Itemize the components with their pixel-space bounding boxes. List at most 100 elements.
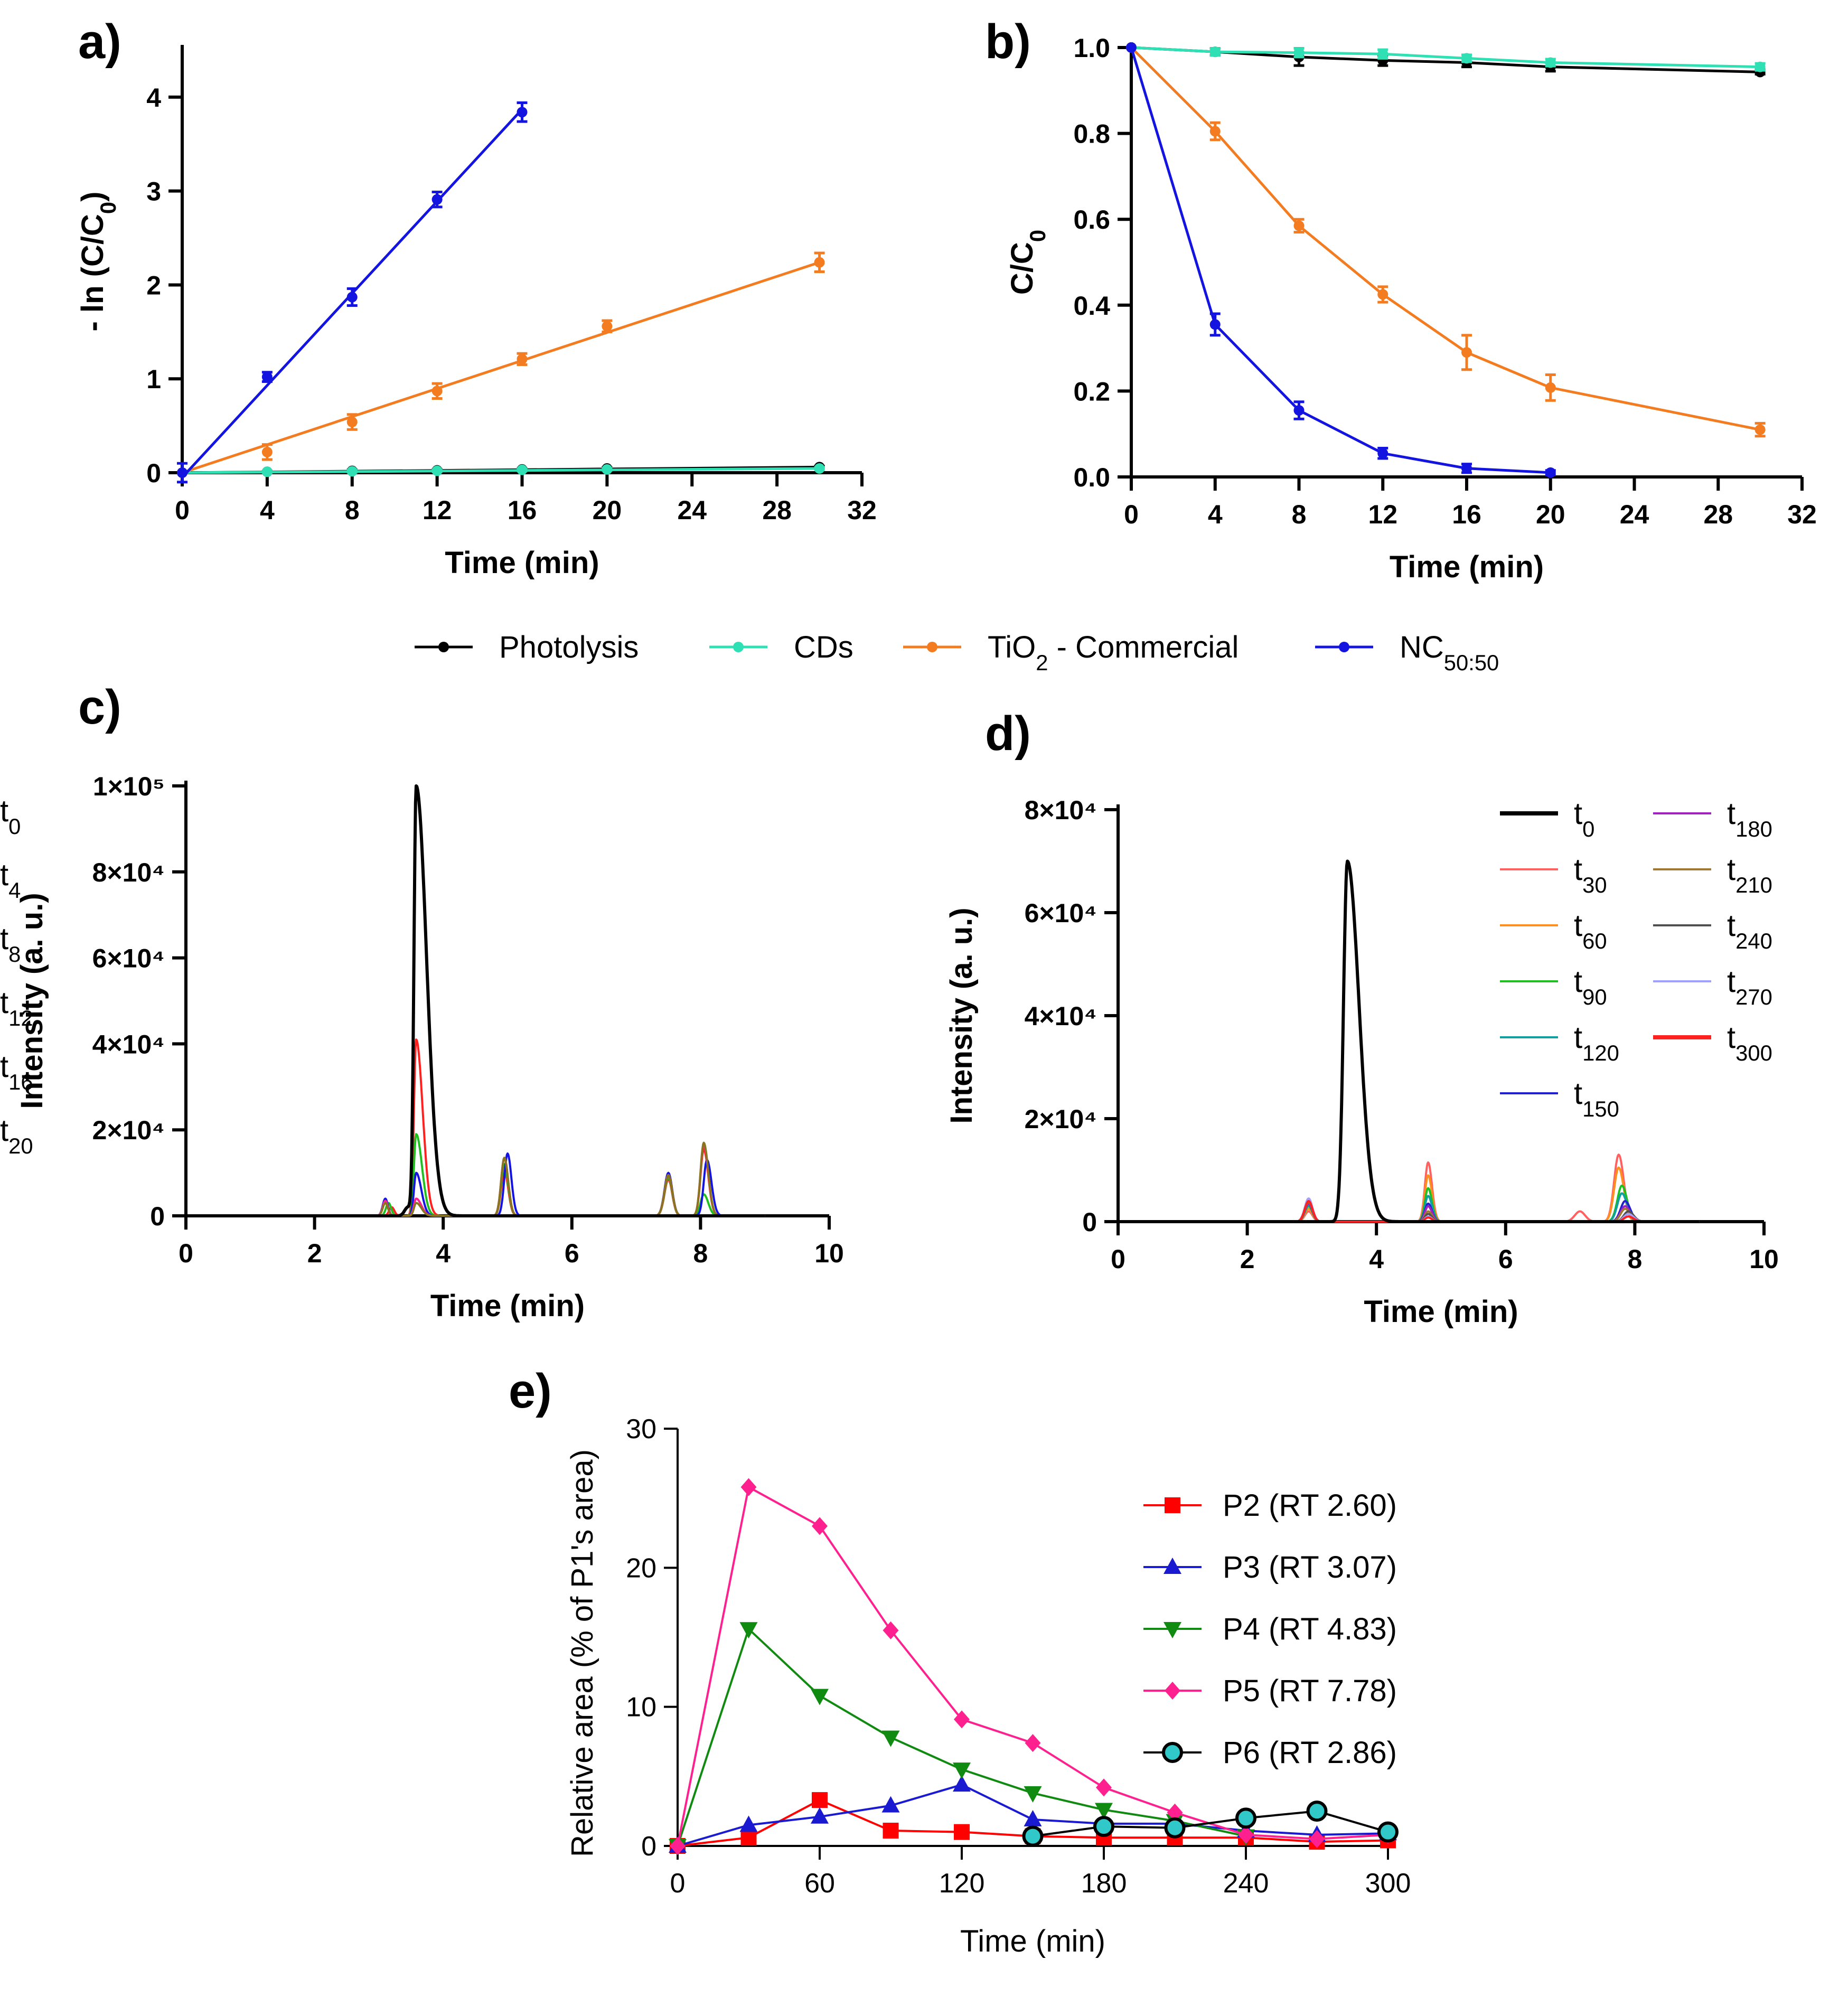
marker-triangle-down bbox=[1164, 1622, 1181, 1638]
legend-label: NC50:50 bbox=[1400, 630, 1499, 675]
data-point bbox=[431, 194, 443, 205]
y-tick-label: 2 bbox=[146, 270, 161, 300]
legend-label: t8 bbox=[0, 922, 21, 967]
subscript: 4 bbox=[8, 878, 21, 903]
subscript: 16 bbox=[8, 1070, 33, 1094]
marker-diamond bbox=[1167, 1803, 1183, 1822]
legend-label: t0 bbox=[1574, 796, 1594, 841]
text-span: t bbox=[1727, 964, 1735, 999]
x-axis-label: Time (min) bbox=[960, 1924, 1105, 1958]
text-span: ) bbox=[76, 192, 110, 202]
data-point bbox=[431, 386, 443, 397]
x-tick-label: 0 bbox=[179, 1239, 193, 1268]
legend-label: t180 bbox=[1727, 796, 1772, 841]
marker-triangle-up bbox=[881, 1796, 900, 1813]
legend-item-tio: TiO2 - Commercial bbox=[903, 630, 1238, 675]
subscript: 8 bbox=[8, 942, 21, 967]
series-photolysis bbox=[1126, 42, 1766, 78]
y-tick-label: 0 bbox=[641, 1831, 656, 1862]
data-point bbox=[346, 417, 358, 427]
marker-triangle-down bbox=[881, 1730, 900, 1747]
marker-triangle-down bbox=[1095, 1803, 1113, 1820]
y-tick-label: 6×10⁴ bbox=[1025, 898, 1097, 928]
text-span: C/C bbox=[1005, 242, 1039, 295]
data-point bbox=[1293, 47, 1305, 58]
trace-t4 bbox=[185, 1038, 765, 1217]
data-point bbox=[1461, 53, 1472, 64]
x-tick-label: 12 bbox=[1368, 500, 1397, 529]
trace-t12 bbox=[185, 1152, 765, 1217]
data-point bbox=[1461, 347, 1472, 358]
text-span: t bbox=[0, 986, 8, 1020]
marker-triangle-up bbox=[1164, 1558, 1181, 1574]
marker-circle bbox=[1164, 1817, 1186, 1839]
x-axis-label: Time (min) bbox=[445, 546, 599, 580]
trace-t20 bbox=[185, 1141, 765, 1217]
text-span: t bbox=[0, 922, 8, 956]
legend-item-p3: P3 (RT 3.07) bbox=[1143, 1550, 1397, 1584]
data-point bbox=[1461, 463, 1472, 474]
legend-label: Photolysis bbox=[499, 630, 639, 664]
subscript: 0 bbox=[1025, 230, 1050, 242]
legend-marker bbox=[927, 642, 937, 652]
legend-label: t210 bbox=[1727, 852, 1772, 897]
legend-item-cds: CDs bbox=[709, 630, 853, 664]
y-tick-label: 0.0 bbox=[1073, 463, 1110, 492]
legend-label: P3 (RT 3.07) bbox=[1223, 1550, 1397, 1584]
legend-item-t16: t16 bbox=[0, 1049, 33, 1094]
data-point bbox=[1754, 61, 1766, 72]
legend-label: P4 (RT 4.83) bbox=[1223, 1612, 1397, 1646]
y-tick-label: 0.2 bbox=[1073, 377, 1110, 406]
legend-item-t240: t240 bbox=[1653, 908, 1772, 953]
data-point bbox=[1545, 467, 1556, 478]
subscript: 180 bbox=[1735, 817, 1772, 841]
legend-label: P5 (RT 7.78) bbox=[1223, 1674, 1397, 1708]
x-tick-label: 0 bbox=[1124, 500, 1139, 529]
marker-diamond bbox=[954, 1710, 970, 1729]
x-tick-label: 16 bbox=[1452, 500, 1481, 529]
subscript: 12 bbox=[8, 1006, 33, 1030]
x-tick-label: 4 bbox=[436, 1239, 451, 1268]
data-point bbox=[602, 464, 613, 475]
x-tick-label: 28 bbox=[762, 495, 792, 525]
y-tick-label: 4 bbox=[146, 83, 161, 112]
x-tick-label: 0 bbox=[670, 1868, 686, 1899]
x-tick-label: 10 bbox=[1749, 1244, 1779, 1274]
marker-diamond bbox=[812, 1517, 828, 1535]
subscript: 240 bbox=[1735, 929, 1772, 953]
x-tick-label: 0 bbox=[175, 495, 190, 525]
subscript: 120 bbox=[1582, 1040, 1619, 1065]
marker-circle bbox=[1377, 1821, 1399, 1843]
x-tick-label: 28 bbox=[1703, 500, 1733, 529]
marker-triangle-down bbox=[811, 1689, 829, 1705]
text-span: NC bbox=[1400, 630, 1444, 664]
marker-square bbox=[812, 1792, 828, 1808]
marker-square bbox=[883, 1823, 899, 1839]
series-p4 bbox=[669, 1622, 1255, 1855]
text-span: - ln (C/C bbox=[76, 214, 110, 331]
legend-item-t0: t0 bbox=[1500, 796, 1594, 841]
series-line bbox=[182, 467, 820, 474]
x-tick-label: 4 bbox=[260, 495, 275, 525]
subscript: 20 bbox=[8, 1133, 33, 1158]
marker-diamond bbox=[1025, 1734, 1041, 1752]
marker-triangle-down bbox=[953, 1762, 971, 1779]
marker-diamond bbox=[670, 1837, 686, 1855]
x-tick-label: 0 bbox=[1111, 1244, 1125, 1274]
data-point bbox=[1377, 49, 1388, 60]
y-tick-label: 0 bbox=[150, 1202, 165, 1231]
y-tick-label: 30 bbox=[626, 1414, 656, 1445]
data-point bbox=[814, 463, 825, 474]
legend-item-nc: NC50:50 bbox=[1315, 630, 1499, 675]
text-span: t bbox=[1574, 852, 1582, 887]
legend-label: t300 bbox=[1727, 1020, 1772, 1065]
text-span: t bbox=[0, 1049, 8, 1084]
y-tick-label: 0 bbox=[1082, 1207, 1097, 1237]
marker-diamond bbox=[1096, 1778, 1112, 1797]
data-point bbox=[517, 464, 528, 475]
y-tick-label: 10 bbox=[626, 1692, 656, 1723]
series-cds bbox=[177, 463, 825, 478]
legend-item-t0: t0 bbox=[0, 794, 21, 839]
subscript: 0 bbox=[8, 814, 21, 839]
